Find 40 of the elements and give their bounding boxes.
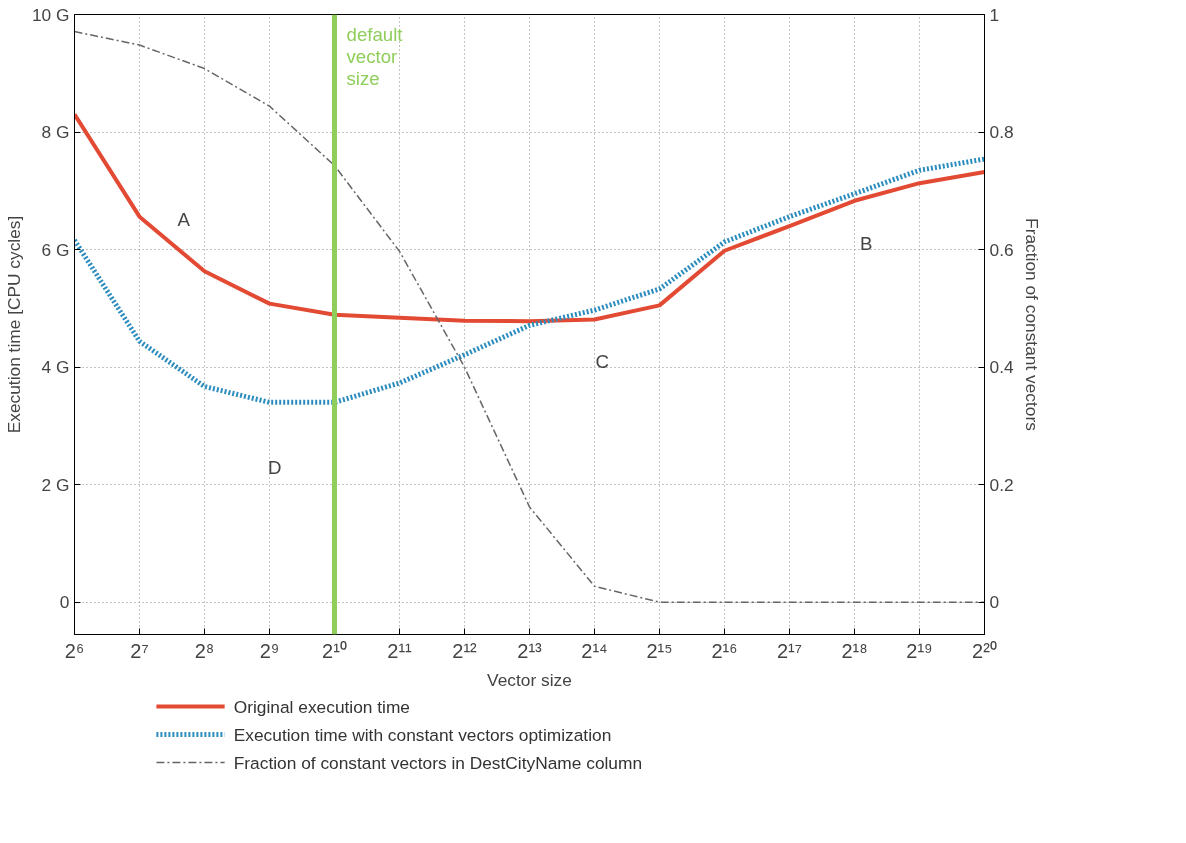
y-tick-label: 4 G [41, 357, 70, 378]
ref-line-label: default vector size [346, 23, 404, 89]
annotation: B [859, 233, 873, 255]
annotation: D [267, 456, 282, 478]
x-tick-label: 2⁷ [130, 639, 149, 662]
y-tick-label: 6 G [41, 239, 70, 260]
legend-label: Original execution time [233, 696, 411, 717]
y2-axis-title: Fraction of constant vectors [1021, 218, 1042, 432]
y2-tick-label: 0.4 [989, 357, 1014, 378]
x-axis-title: Vector size [487, 669, 572, 690]
x-tick-label: 2¹⁶ [711, 639, 738, 662]
line-series [74, 112, 985, 324]
y-tick-label: 2 G [41, 474, 70, 495]
x-tick-label: 2⁶ [64, 639, 85, 662]
y2-tick-label: 1 [989, 4, 1000, 25]
line-series [74, 30, 985, 603]
annotation: C [595, 351, 610, 373]
x-tick-label: 2¹¹ [387, 639, 413, 662]
x-tick-label: 2¹⁰ [322, 639, 347, 662]
x-tick-label: 2¹⁷ [776, 639, 803, 662]
y-tick-label: 8 G [41, 122, 70, 143]
y2-tick-label: 0 [989, 592, 1000, 613]
y-tick-label: 0 [59, 592, 70, 613]
y-tick-label: 10 G [31, 4, 70, 25]
x-tick-label: 2¹² [452, 639, 478, 662]
annotation: A [177, 208, 191, 230]
x-tick-label: 2⁹ [259, 639, 280, 662]
x-tick-label: 2¹⁴ [581, 639, 608, 662]
x-tick-label: 2⁸ [194, 639, 215, 662]
x-tick-label: 2²⁰ [972, 639, 997, 662]
x-tick-label: 2¹⁹ [906, 639, 933, 662]
y2-tick-label: 0.6 [989, 239, 1014, 260]
x-tick-label: 2¹⁸ [841, 639, 868, 662]
x-tick-label: 2¹⁵ [646, 639, 673, 662]
y-axis-title: Execution time [CPU cycles] [3, 215, 24, 434]
y2-tick-label: 0.2 [989, 474, 1014, 495]
legend-label: Fraction of constant vectors in DestCityName column [233, 752, 643, 773]
x-tick-label: 2¹³ [517, 639, 543, 662]
legend-label: Execution time with constant vectors optimization [233, 724, 612, 745]
y2-tick-label: 0.8 [989, 122, 1014, 143]
